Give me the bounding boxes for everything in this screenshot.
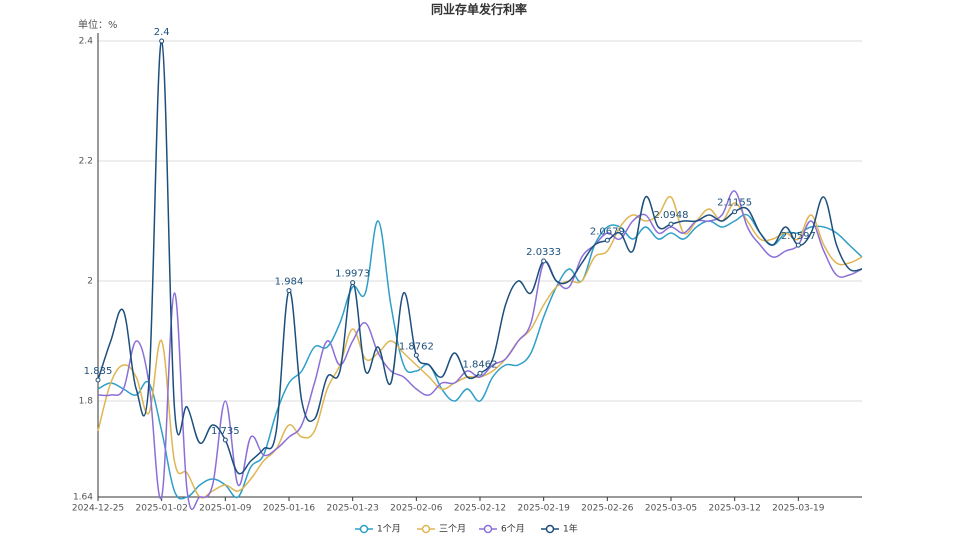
legend-label: 三个月 <box>439 524 466 535</box>
label-point <box>732 209 738 215</box>
y-tick-label: 2 <box>87 277 93 287</box>
legend-item[interactable]: 1个月 <box>355 524 401 535</box>
x-tick-label: 2025-03-12 <box>709 504 761 514</box>
data-label: 1.8462 <box>463 359 498 370</box>
legend-marker <box>359 524 369 534</box>
data-label: 1.984 <box>275 277 304 288</box>
unit-label: 单位：% <box>78 18 118 31</box>
x-tick-label: 2025-03-05 <box>645 504 697 514</box>
label-point <box>286 288 292 294</box>
y-tick-label: 2.2 <box>79 157 93 167</box>
data-label: 2.0948 <box>654 210 689 221</box>
x-tick-label: 2025-02-19 <box>518 504 571 514</box>
series-line <box>97 213 863 500</box>
legend-item[interactable]: 三个月 <box>417 524 466 535</box>
data-label: 2.4 <box>154 27 170 38</box>
y-tick-label: 1.8 <box>79 397 94 407</box>
legend-label: 6个月 <box>501 524 525 535</box>
series-line <box>97 190 863 510</box>
data-label: 2.0679 <box>590 226 625 237</box>
data-label: 1.8762 <box>399 341 434 352</box>
label-point <box>350 280 356 286</box>
y-tick-label: 2.4 <box>79 37 94 47</box>
legend-item[interactable]: 1年 <box>541 523 578 535</box>
label-point <box>668 221 674 227</box>
x-tick-label: 2024-12-25 <box>72 504 124 514</box>
x-tick-label: 2025-01-16 <box>263 504 316 514</box>
label-point <box>541 258 547 264</box>
x-tick-label: 2025-02-12 <box>454 504 506 514</box>
x-tick-label: 2025-01-09 <box>199 504 252 514</box>
data-label: 2.0333 <box>526 247 561 258</box>
series-line <box>97 195 863 499</box>
legend-marker <box>421 524 431 534</box>
series-line <box>97 40 863 475</box>
data-label: 2.0597 <box>781 231 816 242</box>
x-tick-label: 2025-02-06 <box>390 504 443 514</box>
chart-title: 同业存单发行利率 <box>431 2 527 17</box>
data-label: 1.9973 <box>335 269 370 280</box>
label-point <box>604 237 610 243</box>
legend-label: 1个月 <box>377 524 401 535</box>
x-tick-label: 2025-01-02 <box>136 504 188 514</box>
label-point <box>159 38 165 44</box>
label-point <box>795 242 801 248</box>
data-label: 1.835 <box>84 366 113 377</box>
legend-label: 1年 <box>563 523 578 535</box>
x-tick-label: 2025-03-19 <box>772 504 825 514</box>
label-point <box>95 377 101 383</box>
label-point <box>413 352 419 358</box>
label-point <box>222 437 228 443</box>
data-label: 1.735 <box>211 426 240 437</box>
legend-marker <box>545 524 555 534</box>
y-tick-label: 1.64 <box>73 493 93 503</box>
x-tick-label: 2025-02-26 <box>581 504 634 514</box>
legend-marker <box>483 524 493 534</box>
x-tick-label: 2025-01-23 <box>327 504 379 514</box>
label-point <box>477 370 483 376</box>
legend-item[interactable]: 6个月 <box>479 524 525 535</box>
data-label: 2.1155 <box>717 198 752 209</box>
